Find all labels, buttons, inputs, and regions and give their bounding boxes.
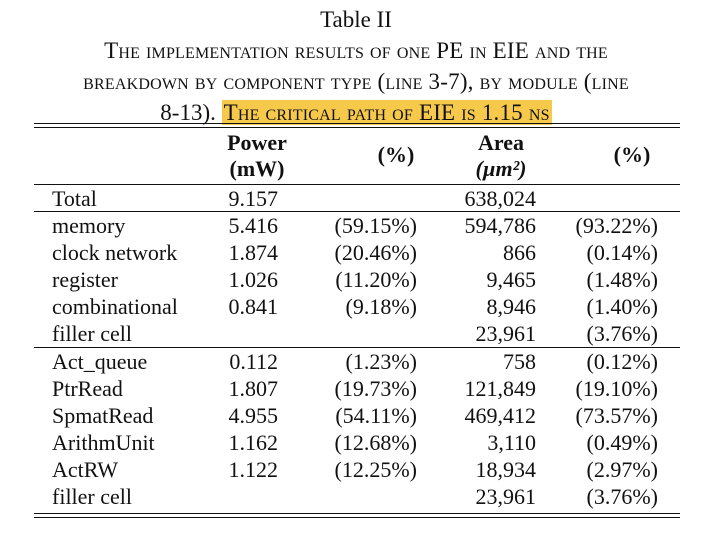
row-area: 866 <box>503 240 536 265</box>
row-area-pct: (2.97%) <box>586 457 658 482</box>
header-area-pct: (%) <box>613 142 651 167</box>
header-area-label: Area <box>477 130 525 155</box>
row-label: PtrRead <box>52 376 123 401</box>
row-power: 1.807 <box>228 376 279 401</box>
header-rule <box>34 184 680 185</box>
table-row: register 1.026 (11.20%) 9,465 (1.48%) <box>0 266 712 293</box>
row-area: 469,412 <box>464 403 537 428</box>
table-row: filler cell 23,961 (3.76%) <box>0 320 712 347</box>
header-power: Power (mW) <box>208 130 306 182</box>
row-power: 1.026 <box>228 267 279 292</box>
caption-line-3: 8-13). The critical path of EIE is 1.15 … <box>0 97 712 128</box>
row-power-pct: (20.46%) <box>334 240 417 265</box>
section-rule <box>34 347 680 348</box>
row-power: 0.112 <box>229 349 278 374</box>
row-label: Total <box>52 186 97 211</box>
caption-line-2: breakdown by component type (line 3-7), … <box>83 69 629 94</box>
row-power-pct: (54.11%) <box>335 403 417 428</box>
row-label: filler cell <box>52 321 133 346</box>
table-row: SpmatRead 4.955 (54.11%) 469,412 (73.57%… <box>0 402 712 429</box>
row-label: memory <box>52 213 126 238</box>
row-area: 23,961 <box>475 484 537 509</box>
row-area: 8,946 <box>486 294 537 319</box>
row-power-pct: (1.23%) <box>345 349 417 374</box>
header-area: Area (µm²) <box>446 130 556 182</box>
row-area-pct: (93.22%) <box>575 213 658 238</box>
row-power: 1.162 <box>228 430 279 455</box>
table-caption: Table II The implementation results of o… <box>0 4 712 128</box>
table-row-total: Total 9.157 638,024 <box>0 185 712 212</box>
row-power-pct: (9.18%) <box>345 294 417 319</box>
header-area-unit: (µm²) <box>475 156 527 181</box>
caption-line-3-plain: 8-13). <box>160 100 216 125</box>
row-label: clock network <box>52 240 178 265</box>
row-area-pct: (19.10%) <box>575 376 658 401</box>
row-label: filler cell <box>52 484 133 509</box>
row-area: 638,024 <box>464 186 537 211</box>
row-power: 0.841 <box>228 294 279 319</box>
row-area-pct: (1.48%) <box>586 267 658 292</box>
row-power-pct: (11.20%) <box>335 267 417 292</box>
row-label: SpmatRead <box>52 403 154 428</box>
table-top-rule <box>34 123 680 124</box>
row-power-pct: (12.25%) <box>334 457 417 482</box>
table-title: Table II <box>320 7 392 32</box>
row-label: Act_queue <box>52 349 148 374</box>
row-area: 3,110 <box>487 430 536 455</box>
row-power: 5.416 <box>228 213 279 238</box>
row-area: 121,849 <box>464 376 537 401</box>
header-power-label: Power <box>227 130 287 155</box>
table-bottom-rule <box>34 513 680 514</box>
table-row: memory 5.416 (59.15%) 594,786 (93.22%) <box>0 212 712 239</box>
table-row: filler cell 23,961 (3.76%) <box>0 483 712 510</box>
caption-highlight: The critical path of EIE is 1.15 ns <box>221 100 552 125</box>
row-area-pct: (3.76%) <box>586 484 658 509</box>
row-area: 594,786 <box>464 213 537 238</box>
header-power-unit: (mW) <box>229 156 285 181</box>
row-area: 23,961 <box>475 321 537 346</box>
row-area: 758 <box>503 349 536 374</box>
row-area-pct: (3.76%) <box>586 321 658 346</box>
total-rule <box>34 211 680 212</box>
row-area-pct: (0.12%) <box>586 349 658 374</box>
row-power: 1.122 <box>228 457 279 482</box>
row-area-pct: (73.57%) <box>575 403 658 428</box>
row-power-pct: (59.15%) <box>334 213 417 238</box>
row-power: 9.157 <box>228 186 279 211</box>
caption-line-1: The implementation results of one PE in … <box>104 38 608 63</box>
row-power: 1.874 <box>228 240 279 265</box>
row-label: register <box>52 267 118 292</box>
row-area: 9,465 <box>486 267 537 292</box>
row-power: 4.955 <box>228 403 279 428</box>
row-area-pct: (0.14%) <box>586 240 658 265</box>
row-label: ActRW <box>52 457 118 482</box>
row-area: 18,934 <box>475 457 537 482</box>
table-row: PtrRead 1.807 (19.73%) 121,849 (19.10%) <box>0 375 712 402</box>
table-bottom-rule-2 <box>34 517 680 518</box>
table-row: ActRW 1.122 (12.25%) 18,934 (2.97%) <box>0 456 712 483</box>
table-row: Act_queue 0.112 (1.23%) 758 (0.12%) <box>0 348 712 375</box>
row-power-pct: (12.68%) <box>334 430 417 455</box>
table-row: ArithmUnit 1.162 (12.68%) 3,110 (0.49%) <box>0 429 712 456</box>
row-label: combinational <box>52 294 178 319</box>
table-row: clock network 1.874 (20.46%) 866 (0.14%) <box>0 239 712 266</box>
row-power-pct: (19.73%) <box>334 376 417 401</box>
header-power-pct: (%) <box>377 142 415 167</box>
row-area-pct: (1.40%) <box>586 294 658 319</box>
table-top-rule-2 <box>34 127 680 128</box>
row-label: ArithmUnit <box>52 430 155 455</box>
table-row: combinational 0.841 (9.18%) 8,946 (1.40%… <box>0 293 712 320</box>
row-area-pct: (0.49%) <box>586 430 658 455</box>
